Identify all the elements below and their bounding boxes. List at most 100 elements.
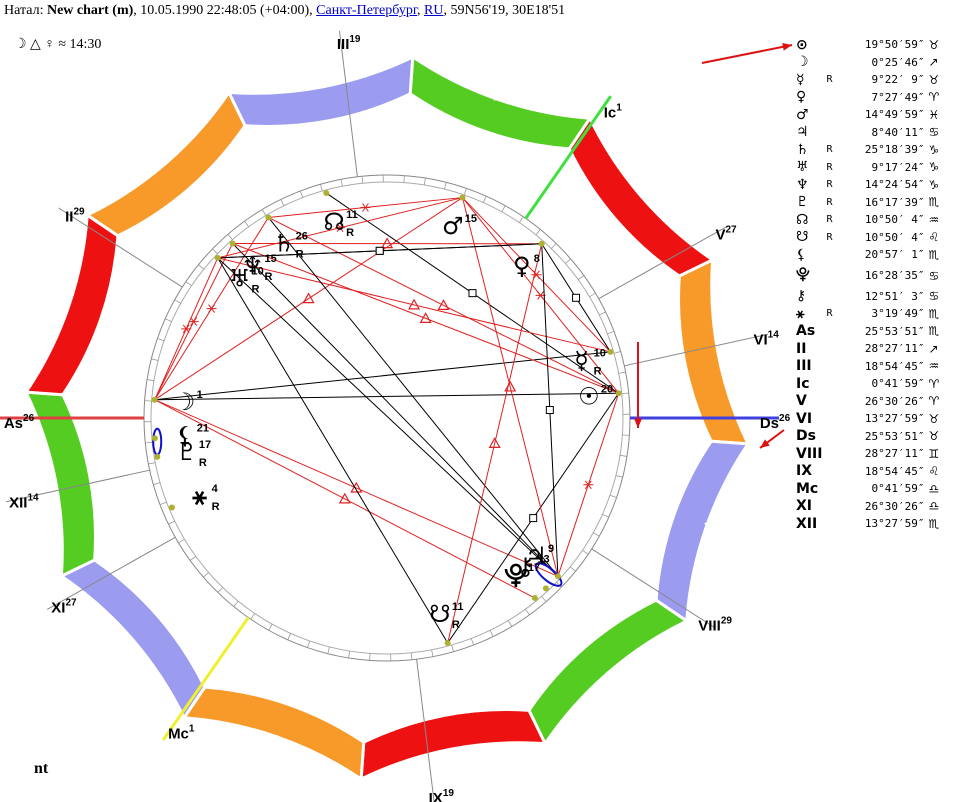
sign-icon: ♌ (928, 230, 940, 245)
point-symbol: III (796, 358, 812, 375)
point-symbol: ♂ (796, 106, 809, 123)
table-row: As 25°53′51″ ♏ (794, 323, 946, 341)
sign-segment-pisces (408, 54, 593, 151)
sign-icon: ♏ (928, 306, 940, 321)
country-link[interactable]: RU (424, 3, 444, 18)
sign-icon: ♋ (928, 289, 940, 304)
axis-label-ds: Ds26 (760, 413, 790, 432)
lilith-icon: ⚸ (176, 422, 194, 450)
axis-label-as: As26 (4, 413, 35, 432)
mars-icon: ♂ (442, 212, 464, 240)
retrograde-mark: R (212, 501, 220, 513)
house-number: VIII29 (698, 616, 732, 635)
table-row: ☊ R 10°50′ 4″ ♒ (794, 211, 946, 229)
longitude-value: 26°30′26″ (864, 499, 925, 513)
table-row: ♆ R 14°24′54″ ♑ (794, 176, 946, 194)
planet-degree: 21 (197, 423, 209, 435)
sign-icon: ♉ (928, 37, 940, 52)
natal-chart-wheel: ♈♉♊♋♌♍♎♏♐♑♒♓II29III19V27VI14VIII29IX19XI… (0, 30, 790, 802)
planet-mercury: ☿ 10 R (574, 346, 606, 377)
point-symbol: XII (796, 515, 818, 532)
aspect-line-trine (447, 243, 543, 644)
trine-marker (338, 492, 351, 504)
point-symbol: VIII (796, 445, 823, 462)
point-symbol: Ic (796, 375, 810, 392)
planet-vertex: ⚹ 4 R (192, 482, 219, 513)
leo-icon: ♌ (443, 743, 461, 767)
sextile-marker (188, 317, 199, 326)
house-cusp-line (58, 207, 183, 288)
sign-icon: ♓ (928, 107, 940, 122)
house-number: IX19 (429, 788, 455, 802)
table-row: Ds 25°53′51″ ♉ (794, 428, 946, 446)
point-symbol: II (796, 340, 807, 357)
planet-degree: 9 (548, 543, 554, 555)
aspect-line-trine (154, 399, 536, 599)
snode-icon: ☋ (429, 600, 450, 628)
table-row: ☽ 0°25′46″ ↗ (794, 54, 946, 72)
point-symbol: ☽ (796, 54, 809, 71)
retrograde-flag (824, 445, 840, 463)
retrograde-mark: R (452, 619, 460, 631)
sextile-marker (181, 324, 192, 334)
sign-icon: ♑ (928, 142, 940, 157)
table-row: ☋ R 10°50′ 4″ ♌ (794, 229, 946, 247)
retrograde-flag (824, 288, 840, 306)
aspect-line-opposition (154, 392, 619, 401)
sign-icon: ♊ (928, 446, 940, 461)
axis-line-mc (162, 616, 250, 741)
house-cusp-label-XII: XII14 (9, 493, 39, 512)
sign-icon: ♒ (928, 212, 940, 227)
axis-label-ic: Ic1 (604, 103, 623, 122)
point-symbol: ♆ (796, 176, 809, 193)
sextile-marker (335, 223, 346, 233)
sign-icon: ♈ (928, 394, 940, 409)
sign-icon: ♉ (928, 72, 940, 87)
city-link[interactable]: Санкт-Петербург (316, 3, 418, 18)
mercury-icon: ☿ (574, 346, 589, 374)
aspect-note: ☽ △ ♀ ≈ 14:30 (14, 37, 102, 52)
retrograde-flag (824, 393, 840, 411)
aspect-line-opposition (232, 243, 559, 577)
square-marker (545, 406, 554, 415)
table-row: Mc 0°41′59″ ♎ (794, 480, 946, 498)
longitude-value: 25°53′51″ (864, 429, 925, 443)
point-symbol: ☊ (796, 211, 809, 228)
sign-icon: ♏ (928, 247, 940, 262)
retrograde-flag (824, 106, 840, 124)
planet-dot (151, 435, 158, 442)
planet-position-table: ⊙ 19°50′59″ ♉ ☽ 0°25′46″ ↗ ☿ R 9°22′ 9″ ♉ ♀ 7°27′49… (794, 36, 946, 533)
longitude-value: 16°17′39″ (864, 195, 925, 209)
virgo-icon: ♍ (266, 731, 284, 755)
sign-icon: ♒ (928, 359, 940, 374)
degree-ticks (144, 175, 630, 661)
table-row: XI 26°30′26″ ♎ (794, 498, 946, 516)
retrograde-flag: R (826, 308, 833, 320)
aspect-line-trine (154, 197, 463, 401)
pluto-icon: ♇ (176, 438, 198, 466)
square-marker (529, 514, 538, 523)
table-row: VIII 28°27′11″ ♊ (794, 445, 946, 463)
aspect-line-trine (217, 257, 611, 353)
axis-label-mc: Mc1 (168, 723, 195, 742)
scorpio-icon: ♏ (41, 471, 59, 495)
jupiter-icon: ♃ (525, 542, 547, 570)
chart-name: New chart (m) (46, 3, 134, 18)
house-degree: 27 (726, 224, 738, 235)
point-symbol: Ds (796, 428, 816, 445)
house-cusp-line (591, 548, 716, 629)
sign-icon: ♎ (928, 481, 940, 496)
planet-venus: ♀ 8 (513, 252, 540, 280)
axis-degree: 26 (779, 413, 790, 424)
longitude-value: 25°53′51″ (864, 324, 925, 338)
node-icon: ☊ (323, 208, 344, 236)
retrograde-flag (824, 264, 840, 288)
point-symbol: XI (796, 498, 813, 515)
retrograde-flag (824, 323, 840, 341)
neptune-icon: ♆ (242, 252, 264, 280)
planet-dot (229, 240, 236, 247)
header-sep: , (417, 3, 425, 18)
aspect-line-trine (268, 217, 619, 394)
trine-marker (488, 437, 501, 448)
point-symbol: ♀ (796, 89, 807, 106)
